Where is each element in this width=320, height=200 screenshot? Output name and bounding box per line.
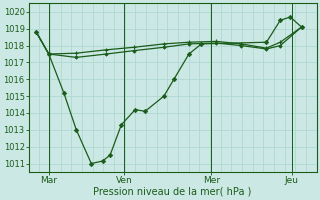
X-axis label: Pression niveau de la mer( hPa ): Pression niveau de la mer( hPa ) [93,187,252,197]
